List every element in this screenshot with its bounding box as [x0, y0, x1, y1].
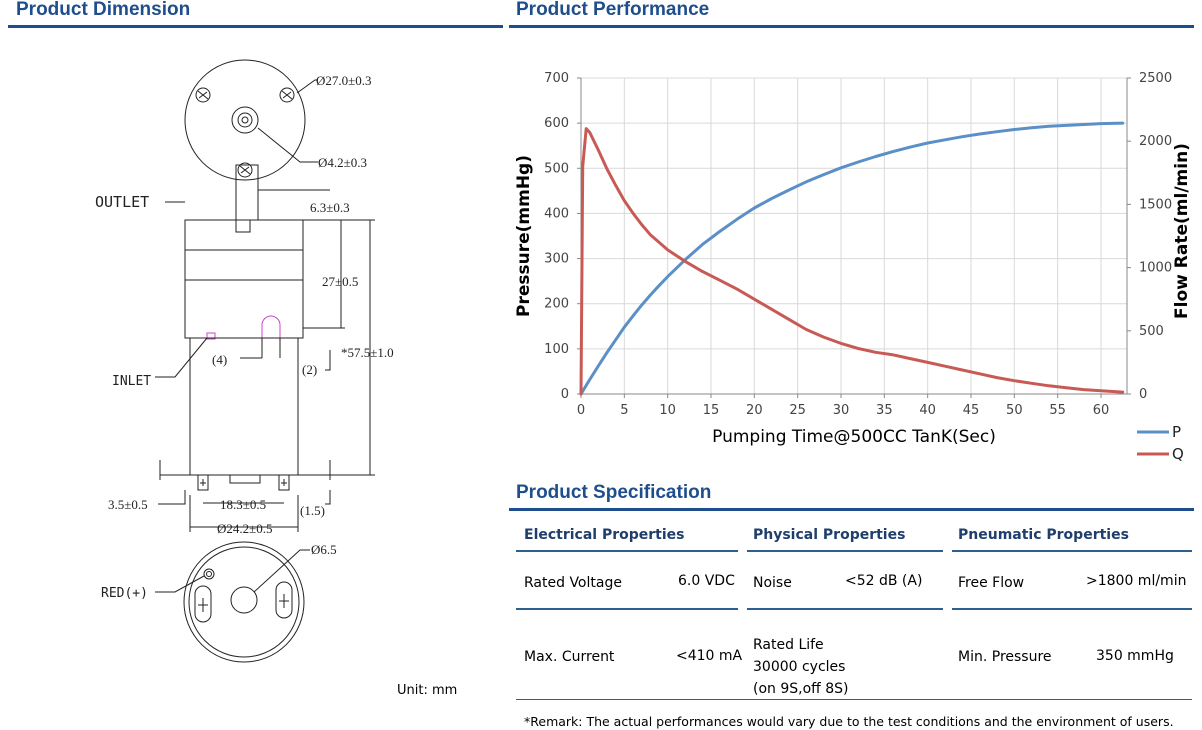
- x-tick-label: 35: [876, 403, 893, 418]
- y-right-axis-title: Flow Rate(ml/min): [1172, 143, 1192, 319]
- inlet-offset-label: (4): [212, 352, 227, 367]
- dimension-heading-rule: [8, 25, 503, 28]
- row-divider: [952, 608, 1192, 610]
- y-right-tick-label: 1500: [1139, 197, 1172, 212]
- boss-diameter-label: Ø6.5: [311, 542, 337, 557]
- inlet-height-label: (2): [302, 362, 317, 377]
- total-height-label: *57.5±1.0: [341, 345, 394, 360]
- body-height-label: 27±0.5: [322, 274, 358, 289]
- x-tick-label: 30: [833, 403, 850, 418]
- unit-label: Unit: mm: [397, 683, 458, 698]
- y-left-tick-label: 0: [561, 387, 569, 402]
- shaft-diameter-label: Ø4.2±0.3: [318, 155, 367, 170]
- bottom-view: [155, 541, 310, 663]
- red-terminal-label: RED(+): [101, 586, 148, 601]
- rated-life-cycles: 30000 cycles: [753, 659, 846, 675]
- pin-width-label: 3.5±0.5: [108, 497, 148, 512]
- y-right-tick-label: 0: [1139, 387, 1147, 402]
- rated-life-label: Rated Life: [753, 637, 824, 653]
- y-left-tick-label: 200: [544, 297, 569, 312]
- physical-header-rule: [747, 550, 943, 552]
- remark-text: *Remark: The actual performances would v…: [524, 714, 1174, 729]
- specification-heading: Product Specification: [516, 482, 712, 503]
- noise-value: <52 dB (A): [845, 573, 923, 589]
- x-tick-label: 55: [1049, 403, 1066, 418]
- free-flow-value: >1800 ml/min: [1086, 573, 1187, 589]
- outer-diameter-label: Ø27.0±0.3: [316, 73, 372, 88]
- y-left-axis-title: Pressure(mmHg): [514, 155, 534, 317]
- electrical-header-rule: [516, 550, 738, 552]
- y-left-tick-label: 100: [544, 342, 569, 357]
- x-tick-label: 40: [919, 403, 936, 418]
- outlet-label: OUTLET: [95, 193, 149, 211]
- x-tick-label: 10: [659, 403, 676, 418]
- y-right-tick-label: 2500: [1139, 71, 1172, 86]
- outlet-length-label: 6.3±0.3: [310, 200, 350, 215]
- pneumatic-header: Pneumatic Properties: [958, 527, 1129, 543]
- pin-gap-label: 18.3±0.5: [220, 497, 266, 512]
- y-left-tick-label: 400: [544, 206, 569, 221]
- dimension-heading: Product Dimension: [16, 0, 191, 20]
- legend-label-Q: Q: [1172, 445, 1184, 463]
- x-axis-title: Pumping Time@500CC TanK(Sec): [712, 427, 996, 447]
- physical-header: Physical Properties: [753, 527, 906, 543]
- specification-heading-rule: [509, 508, 1194, 511]
- x-tick-label: 60: [1093, 403, 1110, 418]
- min-pressure-value: 350 mmHg: [1096, 648, 1174, 664]
- x-tick-label: 5: [620, 403, 628, 418]
- performance-heading: Product Performance: [516, 0, 710, 20]
- x-tick-label: 0: [577, 403, 585, 418]
- top-view: [184, 59, 318, 181]
- pneumatic-header-rule: [952, 550, 1192, 552]
- max-current-value: <410 mA: [676, 648, 743, 664]
- y-left-tick-label: 500: [544, 161, 569, 176]
- max-current-label: Max. Current: [524, 649, 615, 665]
- performance-heading-rule: [509, 25, 1194, 28]
- series-line-P: [579, 121, 1125, 396]
- x-tick-label: 45: [963, 403, 980, 418]
- pin-height-label: (1.5): [300, 503, 325, 518]
- y-right-tick-label: 500: [1139, 324, 1164, 339]
- screw-icon: [237, 162, 253, 178]
- x-tick-label: 20: [746, 403, 763, 418]
- performance-chart: 0 5 10 15 20 25 30 35 40 45 50 55 600100200300400500…: [514, 71, 1192, 463]
- legend-label-P: P: [1172, 423, 1181, 441]
- rated-life-condition: (on 9S,off 8S): [753, 681, 849, 697]
- motor-diameter-label: Ø24.2±0.5: [217, 521, 273, 536]
- table-bottom-rule: [516, 699, 1192, 700]
- inlet-label: INLET: [112, 374, 151, 389]
- side-view: [155, 164, 375, 532]
- screw-icon: [195, 87, 211, 103]
- min-pressure-label: Min. Pressure: [958, 649, 1052, 665]
- row-divider: [516, 608, 738, 610]
- x-tick-label: 15: [703, 403, 720, 418]
- rated-voltage-label: Rated Voltage: [524, 575, 622, 591]
- screw-icon: [279, 87, 295, 103]
- rated-voltage-value: 6.0 VDC: [678, 573, 735, 589]
- y-left-tick-label: 700: [544, 71, 569, 86]
- series-line-Q: [579, 127, 1125, 396]
- x-tick-label: 50: [1006, 403, 1023, 418]
- row-divider: [747, 608, 943, 610]
- electrical-header: Electrical Properties: [524, 527, 685, 543]
- free-flow-label: Free Flow: [958, 575, 1025, 591]
- y-right-tick-label: 2000: [1139, 134, 1172, 149]
- noise-label: Noise: [753, 575, 792, 591]
- x-tick-label: 25: [789, 403, 806, 418]
- y-left-tick-label: 300: [544, 252, 569, 267]
- y-left-tick-label: 600: [544, 116, 569, 131]
- y-right-tick-label: 1000: [1139, 261, 1172, 276]
- dimension-drawing: Ø27.0±0.3 Ø4.2±0.3: [95, 59, 394, 663]
